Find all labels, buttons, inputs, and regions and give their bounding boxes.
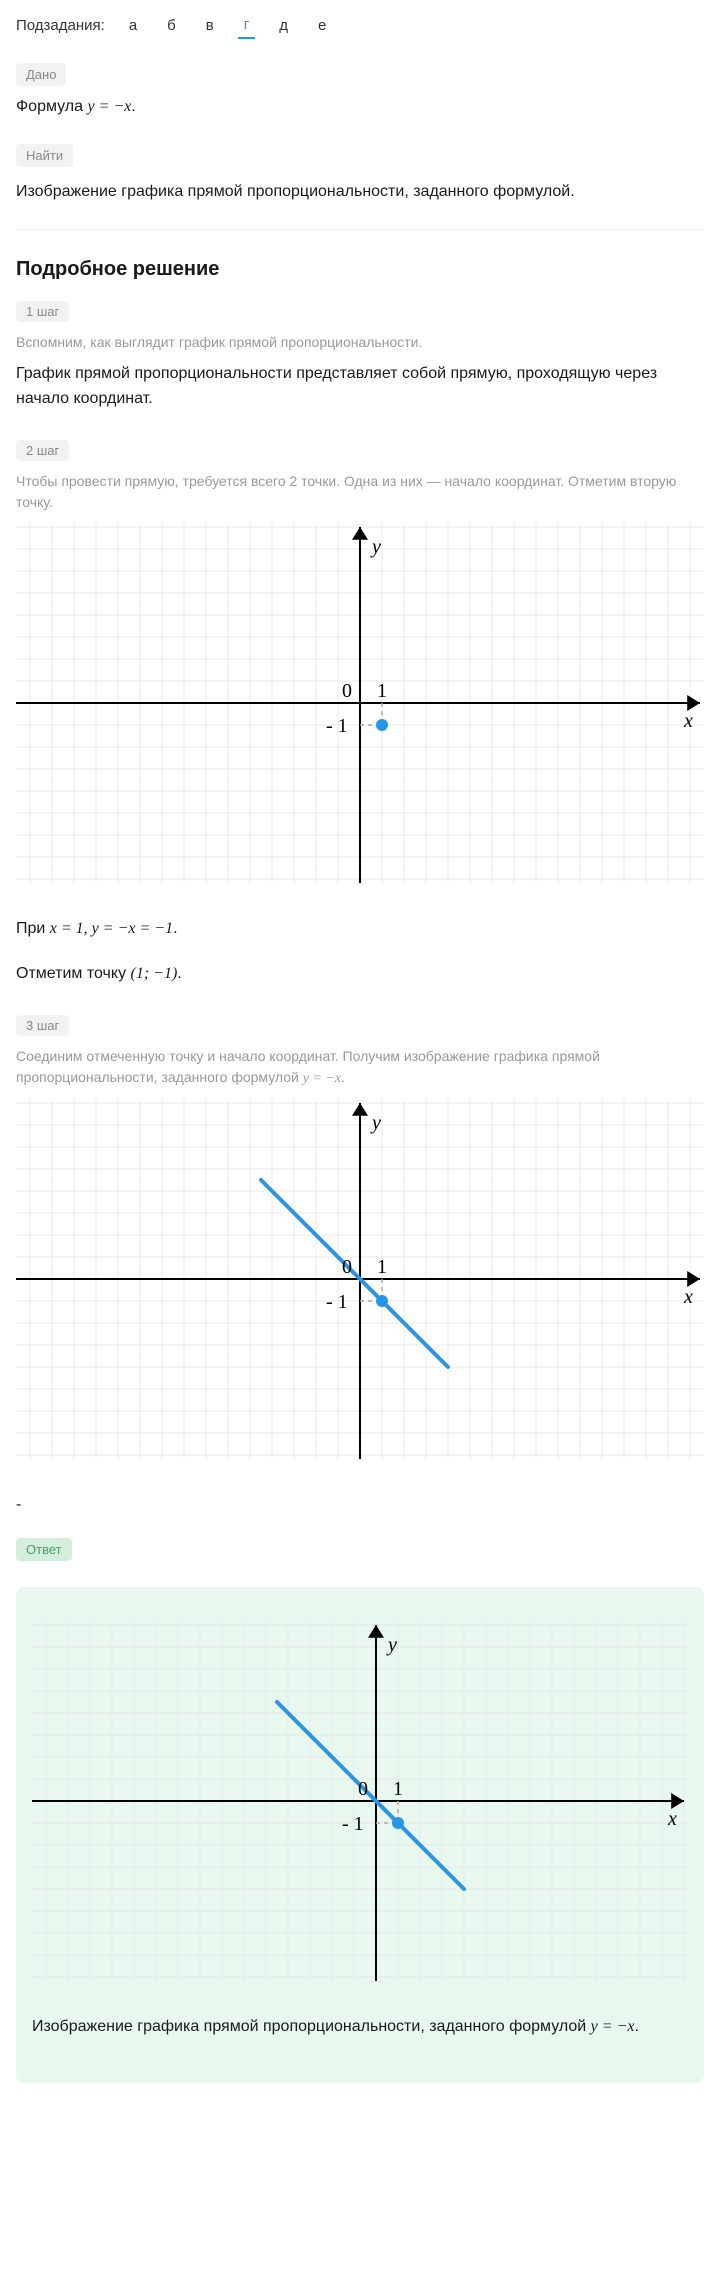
svg-text:y: y <box>370 1112 381 1134</box>
step2-p2-prefix: Отметим точку <box>16 965 131 982</box>
step1-text: График прямой пропорциональности предста… <box>16 361 704 412</box>
tab-b[interactable]: б <box>161 13 182 38</box>
step2-hint-text: Чтобы провести прямую, требуется всего 2… <box>16 473 676 510</box>
step2-hint: Чтобы провести прямую, требуется всего 2… <box>16 471 704 513</box>
find-text: Изображение графика прямой пропорциональ… <box>16 179 704 205</box>
tab-v[interactable]: в <box>200 13 220 38</box>
svg-text:- 1: - 1 <box>326 1291 348 1313</box>
step3-hint-formula: y = −x <box>303 1071 341 1086</box>
chart-3-svg: y x 0 1 - 1 <box>32 1621 688 1981</box>
given-suffix: . <box>131 98 135 115</box>
svg-text:0: 0 <box>342 680 352 702</box>
svg-text:x: x <box>683 1286 693 1308</box>
step2-p1-eq: x = 1, y = −x = −1 <box>50 920 173 937</box>
given-prefix: Формула <box>16 98 87 115</box>
step2-post2: Отметим точку (1; −1). <box>16 961 704 987</box>
step2-p1-prefix: При <box>16 920 50 937</box>
step1-badge: 1 шаг <box>16 301 69 322</box>
find-badge: Найти <box>16 144 73 167</box>
answer-suffix: . <box>634 2018 638 2035</box>
answer-box: y x 0 1 - 1 Изображение графика прямой пропо… <box>16 1587 704 2084</box>
svg-text:1: 1 <box>377 680 387 702</box>
step3-hint-suffix: . <box>341 1069 345 1085</box>
chart-1-svg: y x 0 1 - 1 <box>16 523 704 883</box>
svg-text:y: y <box>386 1634 397 1656</box>
step2-badge: 2 шаг <box>16 440 69 461</box>
step2-p1-suffix: . <box>173 920 177 937</box>
step-3: 3 шаг Соединим отмеченную точку и начало… <box>16 1015 704 1464</box>
svg-text:1: 1 <box>377 1256 387 1278</box>
svg-text:1: 1 <box>393 1778 403 1800</box>
chart-1: y x 0 1 - 1 <box>16 523 704 888</box>
chart-2-svg: y x 0 1 - 1 <box>16 1099 704 1459</box>
solution-title: Подробное решение <box>16 258 704 281</box>
step2-p2-suffix: . <box>177 965 181 982</box>
svg-text:0: 0 <box>342 1256 352 1278</box>
given-text: Формула y = −x. <box>16 98 704 116</box>
step-2: 2 шаг Чтобы провести прямую, требуется в… <box>16 440 704 987</box>
svg-text:y: y <box>370 536 381 558</box>
step2-post1: При x = 1, y = −x = −1. <box>16 916 704 942</box>
svg-text:0: 0 <box>358 1778 368 1800</box>
chart-2: y x 0 1 - 1 <box>16 1099 704 1464</box>
answer-text: Изображение графика прямой пропорциональ… <box>32 2014 688 2040</box>
step-1: 1 шаг Вспомним, как выглядит график прям… <box>16 301 704 412</box>
step3-hint: Соединим отмеченную точку и начало коорд… <box>16 1046 704 1089</box>
svg-text:- 1: - 1 <box>342 1813 364 1835</box>
svg-text:x: x <box>667 1808 677 1830</box>
tab-g[interactable]: г <box>238 12 255 39</box>
answer-formula: y = −x <box>591 2018 635 2035</box>
tab-d[interactable]: д <box>273 13 294 38</box>
answer-badge: Ответ <box>16 1538 72 1561</box>
dash-sep: - <box>16 1492 704 1518</box>
svg-text:- 1: - 1 <box>326 715 348 737</box>
step3-badge: 3 шаг <box>16 1015 69 1036</box>
step1-hint: Вспомним, как выглядит график прямой про… <box>16 332 704 353</box>
tab-e[interactable]: е <box>312 13 332 38</box>
given-badge: Дано <box>16 63 66 86</box>
subtask-tabs: Подзадания: а б в г д е <box>16 12 704 39</box>
given-formula: y = −x <box>87 98 131 115</box>
svg-text:x: x <box>683 710 693 732</box>
tabs-label: Подзадания: <box>16 17 105 34</box>
divider <box>16 229 704 230</box>
chart-3: y x 0 1 - 1 <box>32 1621 688 1986</box>
tab-a[interactable]: а <box>123 13 143 38</box>
answer-prefix: Изображение графика прямой пропорциональ… <box>32 2018 591 2035</box>
step2-p2-point: (1; −1) <box>131 965 178 982</box>
